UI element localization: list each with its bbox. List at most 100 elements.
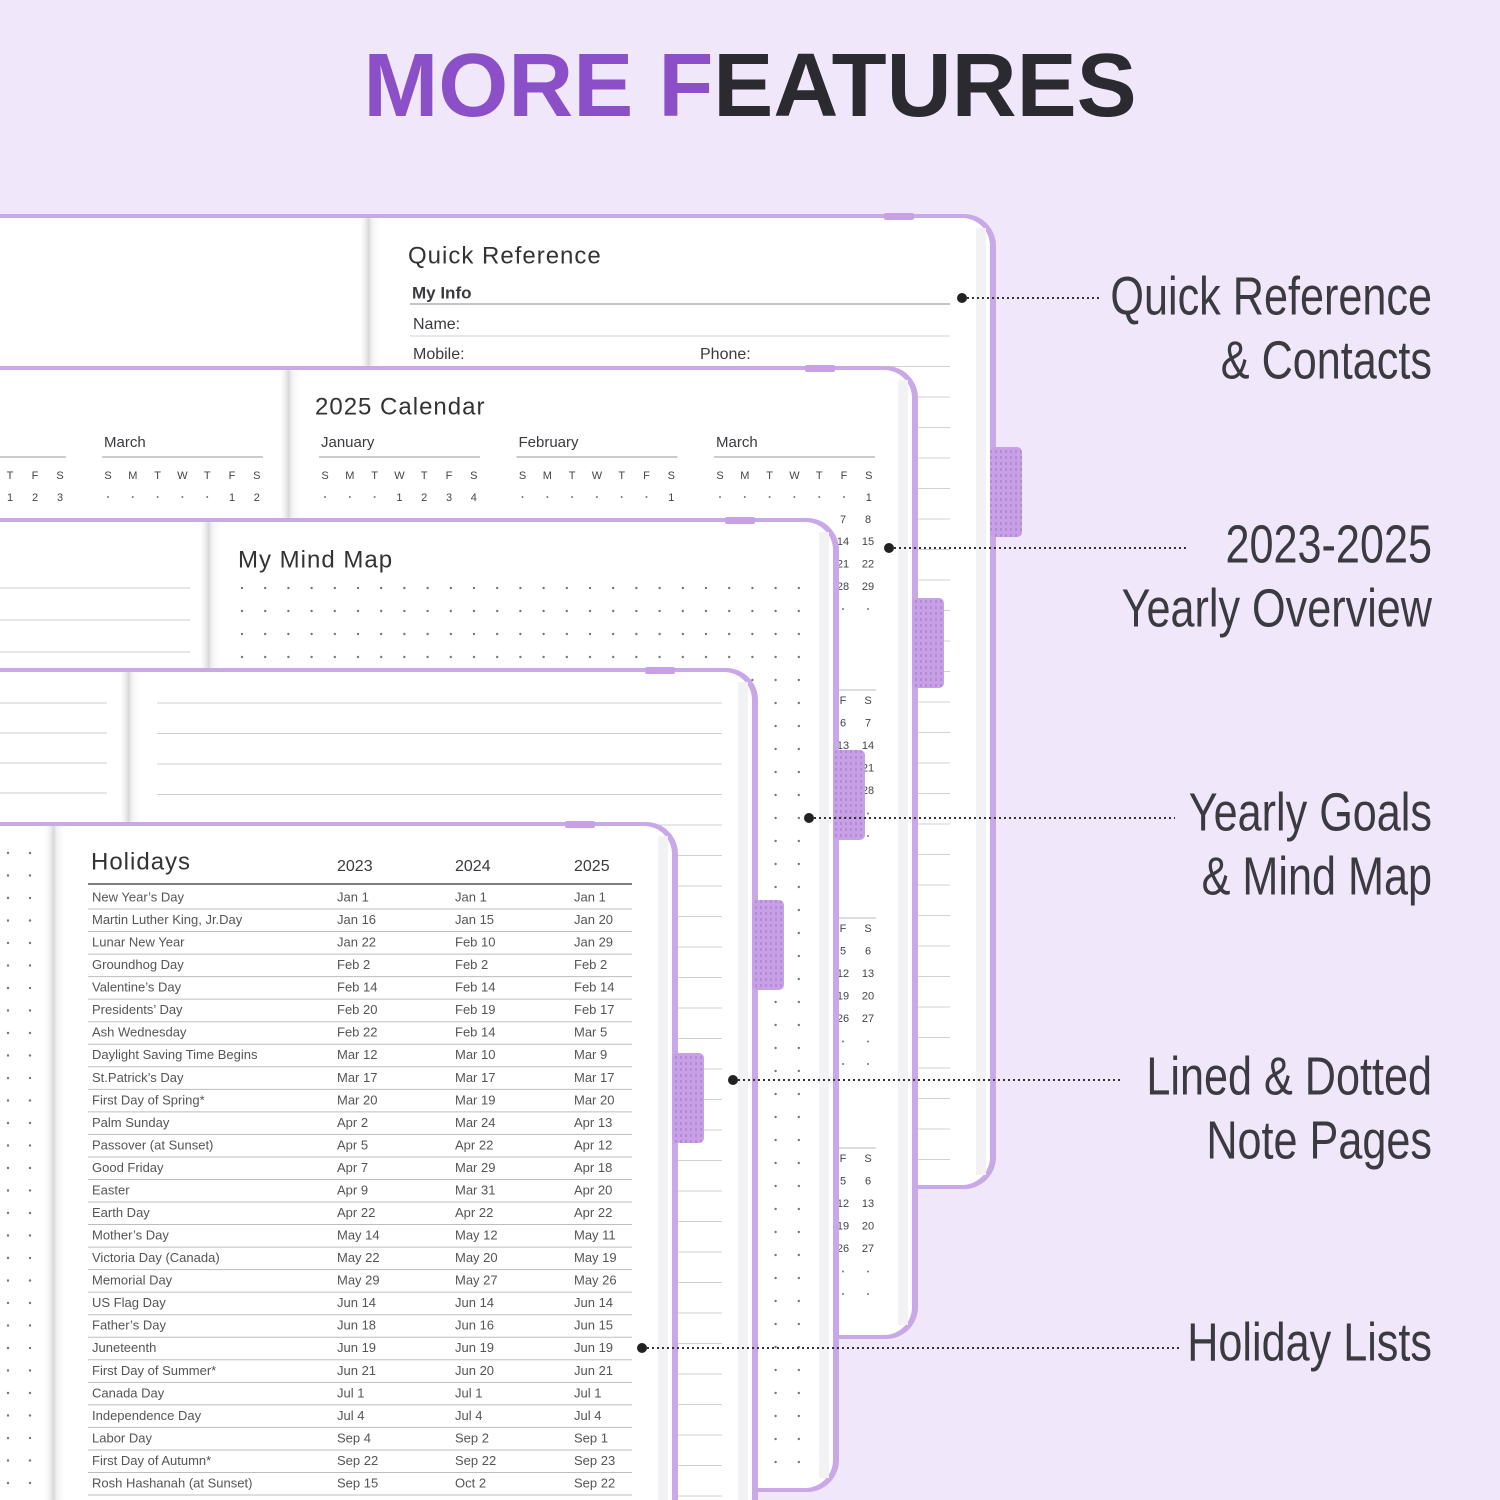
holiday-date: Jul 1 — [455, 1385, 482, 1400]
holiday-date: Mar 20 — [574, 1092, 614, 1107]
day: 29 — [862, 581, 874, 593]
dot — [774, 1345, 777, 1349]
dot — [28, 941, 32, 945]
holiday-date: May 22 — [337, 1250, 380, 1265]
holiday-name: Good Friday — [92, 1160, 164, 1175]
elastic-band — [912, 598, 944, 688]
dot — [743, 496, 746, 498]
holiday-date: Mar 17 — [337, 1070, 377, 1085]
dot — [774, 1161, 777, 1165]
day: 13 — [862, 1198, 874, 1210]
dot — [681, 609, 684, 613]
dot — [774, 1046, 777, 1050]
holiday-date: May 11 — [574, 1228, 616, 1243]
holiday-name: New Year’s Day — [92, 889, 185, 904]
dot — [28, 1301, 32, 1305]
sheet-shade — [819, 532, 829, 1478]
dot — [774, 1184, 777, 1188]
dot — [774, 1368, 777, 1372]
holiday-name: St.Patrick’s Day — [92, 1070, 184, 1085]
weekday: W — [177, 470, 188, 482]
dot — [867, 1270, 869, 1273]
dot — [588, 586, 592, 590]
holiday-date: Apr 18 — [574, 1160, 612, 1175]
day: 14 — [862, 740, 874, 752]
callout-text: & Mind Map — [1202, 847, 1432, 907]
dot — [774, 1000, 777, 1004]
holiday-date: Sep 22 — [455, 1453, 496, 1468]
holiday-name: Easter — [92, 1182, 130, 1197]
dot — [797, 977, 800, 981]
dot — [728, 586, 731, 590]
holiday-date: Jan 15 — [455, 912, 494, 927]
dot — [797, 1046, 800, 1050]
dot — [264, 586, 267, 590]
dot — [797, 816, 800, 820]
weekday: T — [7, 470, 14, 482]
sheet — [0, 826, 672, 1500]
dot — [774, 586, 777, 590]
holiday-name: Canada Day — [92, 1385, 165, 1400]
holiday-date: Feb 20 — [337, 1002, 377, 1017]
weekday: S — [668, 470, 675, 482]
dot — [612, 655, 615, 659]
dot — [797, 1322, 800, 1326]
holiday-name: Valentine’s Day — [92, 980, 182, 995]
dot — [28, 1076, 32, 1080]
callouts: Quick Reference& Contacts2023-2025Yearly… — [1110, 267, 1432, 1373]
dot — [797, 1184, 800, 1188]
dot — [546, 496, 549, 498]
dot — [588, 655, 592, 659]
holiday-date: Mar 10 — [455, 1047, 495, 1062]
dot — [797, 1161, 800, 1165]
dot — [797, 1115, 800, 1119]
day: 13 — [862, 968, 874, 980]
holiday-name: Daylight Saving Time Begins — [92, 1047, 258, 1062]
dot — [588, 609, 592, 613]
weekday: T — [421, 470, 428, 482]
page-title: Holidays — [91, 848, 191, 875]
dot — [797, 839, 800, 843]
dot — [793, 496, 796, 498]
dot — [774, 793, 777, 797]
dot — [28, 1009, 32, 1012]
dot — [6, 1211, 10, 1215]
year-header: 2024 — [455, 858, 491, 875]
holiday-name: Earth Day — [92, 1205, 150, 1220]
dot — [380, 632, 383, 636]
dot — [612, 586, 615, 590]
dot — [287, 609, 290, 613]
day: 7 — [865, 717, 871, 729]
holiday-date: Jul 4 — [574, 1408, 601, 1423]
dot — [6, 1144, 10, 1147]
holiday-date: Jul 4 — [455, 1408, 482, 1423]
dot — [333, 586, 336, 590]
holiday-date: Feb 22 — [337, 1025, 377, 1040]
weekday: M — [128, 470, 137, 482]
day: 14 — [837, 536, 849, 548]
holiday-name: Father’s Day — [92, 1318, 166, 1333]
holiday-date: Jul 1 — [337, 1385, 364, 1400]
dot — [774, 1207, 777, 1211]
month-name: March — [104, 434, 146, 451]
field-label: Phone: — [700, 346, 751, 363]
dot — [751, 586, 754, 590]
dot — [6, 1369, 10, 1372]
weekday: S — [470, 470, 477, 482]
dot — [704, 586, 708, 590]
dot — [449, 655, 452, 659]
ribbon — [884, 213, 914, 220]
dot — [28, 1211, 32, 1215]
leader-dot — [884, 543, 894, 553]
dot — [403, 586, 406, 590]
holiday-date: Jan 16 — [337, 912, 376, 927]
dot — [240, 609, 244, 613]
weekday: W — [789, 470, 800, 482]
dot — [867, 835, 869, 837]
ribbon — [805, 365, 835, 372]
holiday-date: Jun 14 — [574, 1295, 613, 1310]
dot — [797, 1437, 800, 1441]
dot — [867, 1293, 869, 1295]
holiday-name: Passover (at Sunset) — [92, 1137, 213, 1152]
weekday: T — [618, 470, 625, 482]
